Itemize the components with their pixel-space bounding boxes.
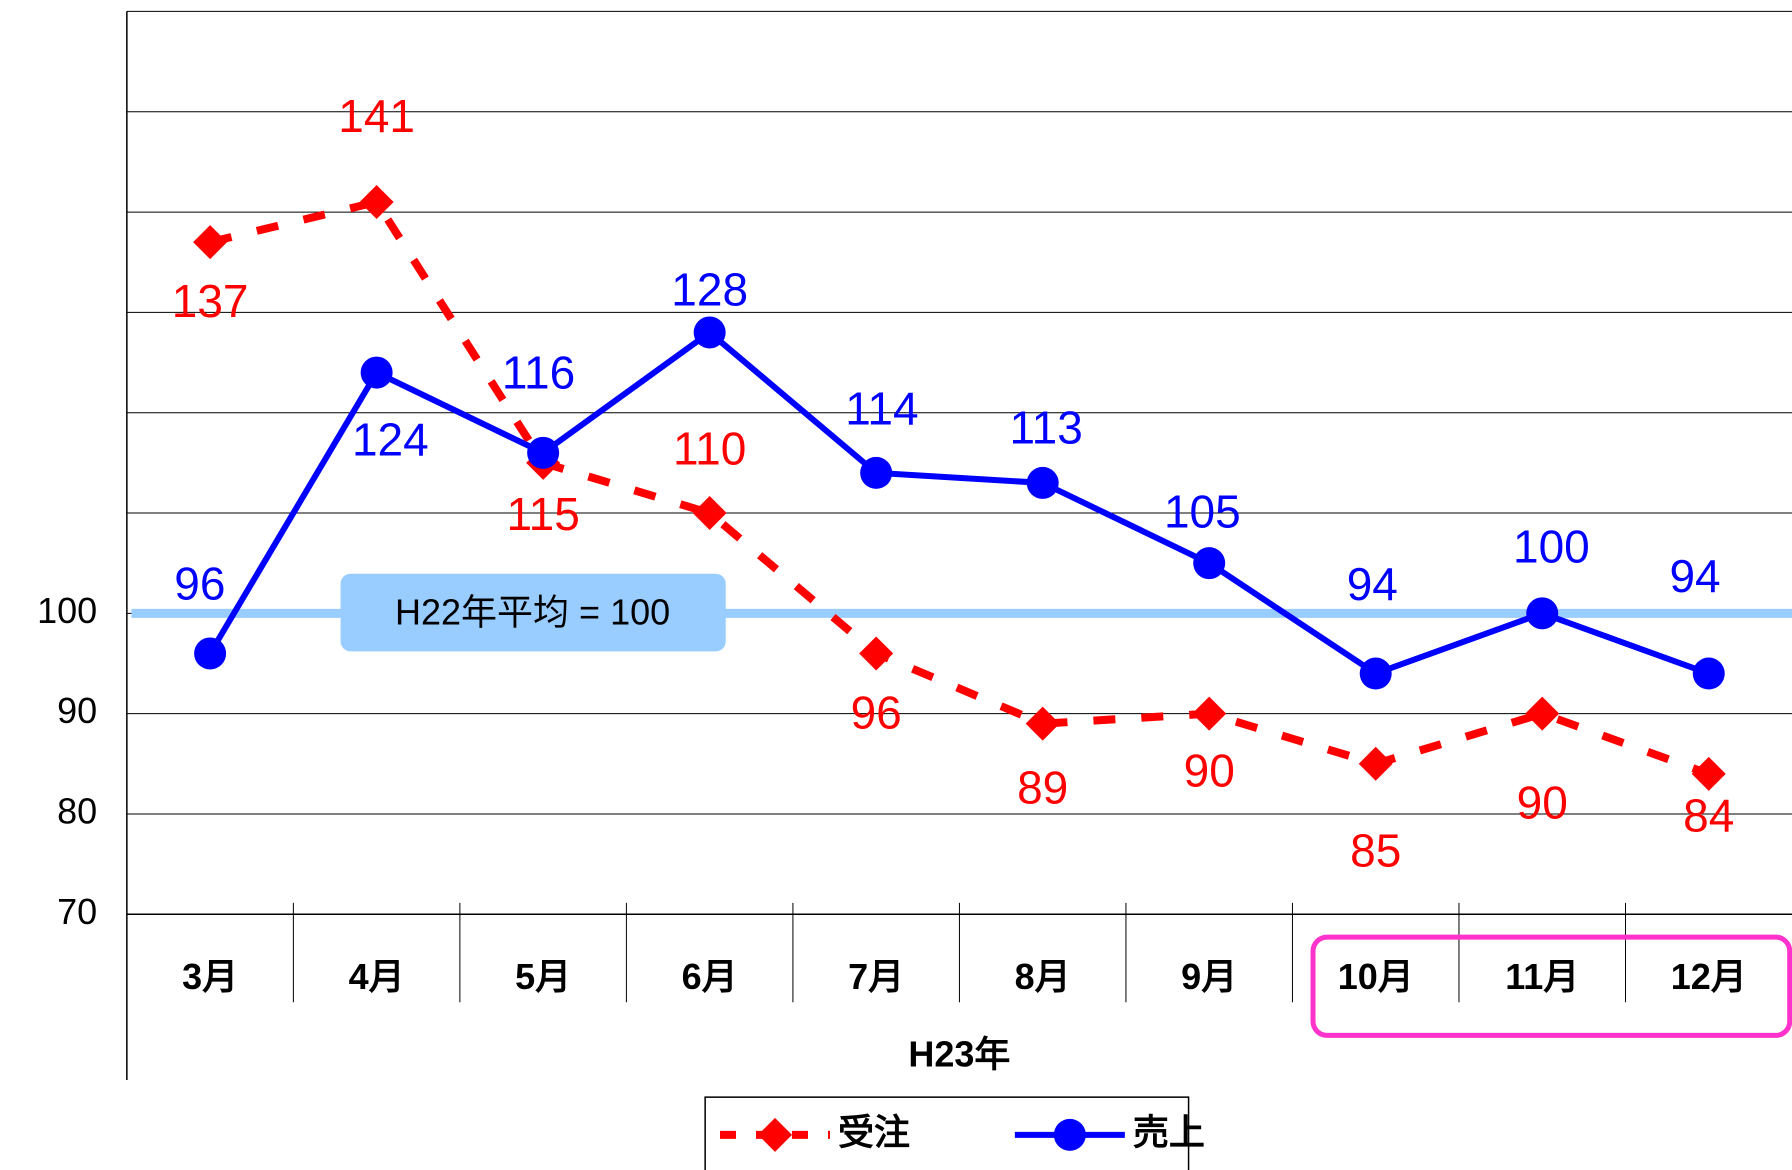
data-point bbox=[1026, 466, 1059, 499]
data-label: 96 bbox=[174, 557, 225, 609]
x-tick-label: 10月 bbox=[1338, 956, 1414, 997]
data-point bbox=[527, 436, 560, 469]
series-line bbox=[209, 198, 1711, 778]
x-tick-label: 9月 bbox=[1181, 956, 1237, 997]
data-label: 137 bbox=[172, 275, 249, 327]
data-point bbox=[859, 636, 894, 671]
x-tick-label: 3月 bbox=[182, 956, 238, 997]
x-tick-label: 6月 bbox=[682, 956, 738, 997]
data-point bbox=[692, 496, 727, 531]
legend-label: 受注 bbox=[838, 1111, 910, 1152]
data-label: 128 bbox=[671, 264, 748, 316]
data-label: 89 bbox=[1017, 761, 1068, 813]
data-label: 113 bbox=[1009, 402, 1082, 454]
x-tick-label: 8月 bbox=[1015, 956, 1071, 997]
data-label: 115 bbox=[506, 488, 579, 540]
data-label: 96 bbox=[851, 686, 902, 738]
data-label: 105 bbox=[1164, 485, 1241, 537]
data-label: 116 bbox=[502, 346, 575, 398]
data-point bbox=[1025, 706, 1060, 741]
y-tick-label: 100 bbox=[37, 590, 97, 631]
data-label: 141 bbox=[338, 90, 415, 142]
data-label: 90 bbox=[1184, 744, 1235, 796]
data-point bbox=[1192, 696, 1227, 731]
data-point bbox=[193, 225, 228, 260]
data-label: 90 bbox=[1517, 776, 1568, 828]
data-point bbox=[359, 185, 394, 220]
data-point bbox=[194, 637, 227, 670]
data-point bbox=[1525, 696, 1560, 731]
legend-label: 売上 bbox=[1133, 1111, 1205, 1152]
data-label: 124 bbox=[352, 414, 429, 466]
y-tick-label: 70 bbox=[57, 891, 97, 932]
x-tick-label: 12月 bbox=[1671, 956, 1747, 997]
data-label: 114 bbox=[845, 382, 918, 434]
data-label: 94 bbox=[1669, 550, 1720, 602]
x-tick-label: 5月 bbox=[515, 956, 571, 997]
data-point bbox=[1359, 657, 1392, 690]
data-point bbox=[860, 456, 893, 489]
y-tick-label: 90 bbox=[57, 690, 97, 731]
data-label: 84 bbox=[1683, 790, 1734, 842]
y-tick-label: 80 bbox=[57, 790, 97, 831]
data-label: 85 bbox=[1350, 824, 1401, 876]
data-point bbox=[693, 316, 726, 349]
data-point bbox=[1358, 746, 1393, 781]
x-tick-label: 11月 bbox=[1505, 956, 1579, 997]
data-label: 94 bbox=[1347, 558, 1398, 610]
data-point bbox=[1691, 756, 1726, 791]
data-label: 100 bbox=[1513, 521, 1590, 573]
data-label: 110 bbox=[673, 423, 746, 475]
x-tick-label: 7月 bbox=[848, 956, 904, 997]
data-point bbox=[1193, 547, 1226, 580]
legend-marker bbox=[758, 1117, 792, 1152]
reference-label: H22年平均 = 100 bbox=[395, 591, 670, 632]
data-point bbox=[1692, 657, 1725, 690]
x-tick-label: 4月 bbox=[349, 956, 405, 997]
legend-marker bbox=[1053, 1118, 1086, 1151]
x-group-label: H23年 bbox=[908, 1034, 1010, 1075]
data-point bbox=[360, 356, 393, 389]
reference-label-box bbox=[340, 573, 726, 652]
series-line bbox=[207, 329, 1710, 677]
highlight-box bbox=[1310, 934, 1792, 1038]
data-point bbox=[1526, 597, 1559, 630]
